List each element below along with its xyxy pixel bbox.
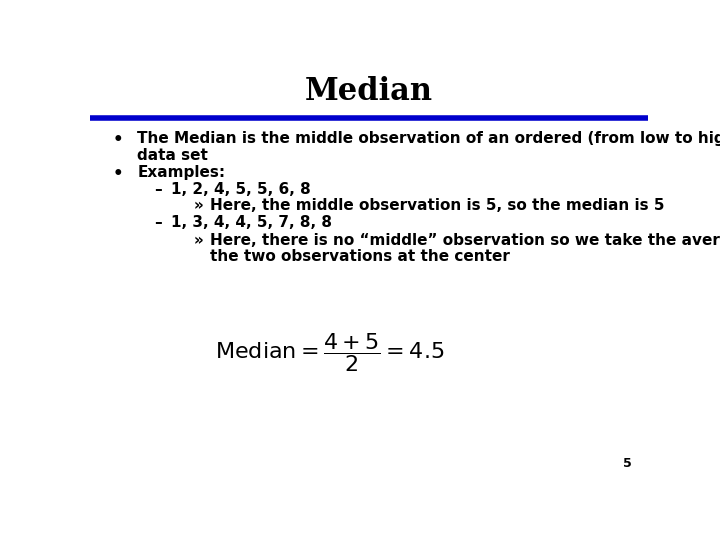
Text: Examples:: Examples: [138,165,225,180]
Text: •: • [112,165,123,184]
Text: –: – [154,215,162,231]
Text: Here, there is no “middle” observation so we take the average of: Here, there is no “middle” observation s… [210,233,720,248]
Text: data set: data set [138,148,208,163]
Text: Here, the middle observation is 5, so the median is 5: Here, the middle observation is 5, so th… [210,198,665,213]
Text: The Median is the middle observation of an ordered (from low to high): The Median is the middle observation of … [138,131,720,146]
Text: 1, 2, 4, 5, 5, 6, 8: 1, 2, 4, 5, 5, 6, 8 [171,182,310,197]
Text: »: » [193,198,203,213]
Text: –: – [154,182,162,197]
Text: 5: 5 [623,457,631,470]
Text: Median: Median [305,76,433,107]
Text: »: » [193,233,203,248]
Text: the two observations at the center: the two observations at the center [210,248,510,264]
Text: $\mathregular{Median} = \dfrac{4+5}{2} = 4.5$: $\mathregular{Median} = \dfrac{4+5}{2} =… [215,331,445,374]
Text: 1, 3, 4, 4, 5, 7, 8, 8: 1, 3, 4, 4, 5, 7, 8, 8 [171,215,332,231]
Text: •: • [112,131,123,150]
